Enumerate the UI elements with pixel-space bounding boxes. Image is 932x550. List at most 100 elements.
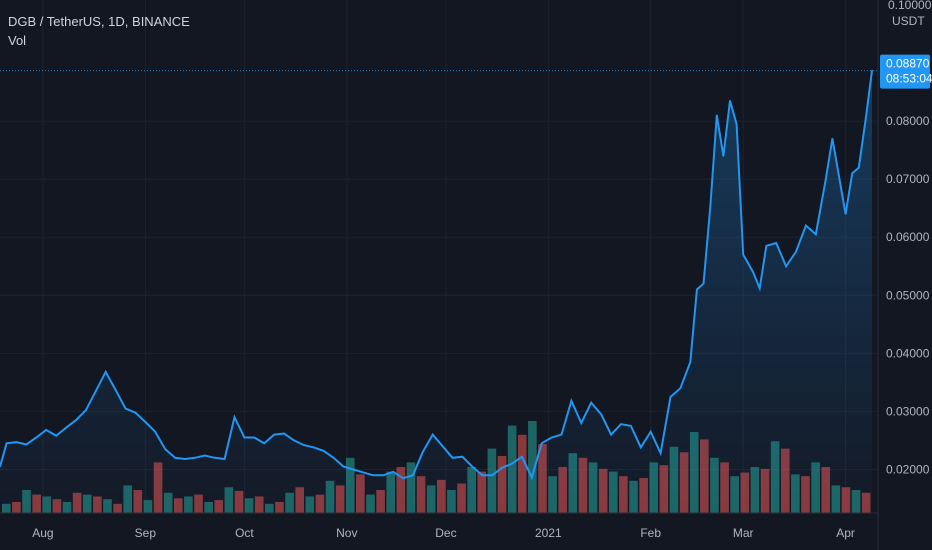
price-point-5 bbox=[45, 429, 48, 431]
price-point-21 bbox=[203, 454, 206, 457]
price-point-60 bbox=[590, 401, 593, 404]
last-price-countdown: 08:53:04 bbox=[886, 72, 932, 86]
price-point-54 bbox=[530, 476, 533, 479]
price-point-68 bbox=[669, 396, 672, 398]
price-tick-top: 0.10000 bbox=[888, 0, 932, 12]
price-point-13 bbox=[124, 407, 127, 410]
price-point-39 bbox=[382, 474, 384, 477]
price-point-43 bbox=[421, 451, 424, 453]
price-point-6 bbox=[55, 434, 57, 437]
price-tick-2: 0.06000 bbox=[886, 230, 930, 244]
price-axis-currency: USDT bbox=[892, 14, 925, 28]
last-price-tag-box bbox=[880, 54, 930, 89]
price-point-74 bbox=[715, 114, 718, 117]
price-point-14 bbox=[134, 411, 137, 414]
price-point-12 bbox=[114, 389, 117, 391]
price-point-87 bbox=[824, 178, 827, 180]
price-point-86 bbox=[815, 233, 817, 236]
price-tick-5: 0.03000 bbox=[886, 404, 930, 418]
price-point-3 bbox=[25, 443, 28, 446]
price-point-10 bbox=[94, 390, 97, 392]
price-point-44 bbox=[431, 433, 434, 436]
price-point-57 bbox=[560, 433, 563, 436]
price-point-63 bbox=[620, 423, 622, 425]
time-tick-5: 2021 bbox=[535, 526, 562, 540]
time-axis[interactable]: Aug Sep Oct Nov Dec 2021 Feb Mar Apr bbox=[0, 512, 878, 540]
price-point-71 bbox=[696, 288, 698, 291]
price-point-84 bbox=[795, 250, 797, 253]
price-point-20 bbox=[194, 457, 196, 459]
price-point-22 bbox=[213, 457, 216, 459]
price-point-41 bbox=[402, 477, 404, 479]
price-point-2 bbox=[15, 441, 18, 443]
price-tick-6: 0.02000 bbox=[886, 462, 930, 476]
chart-legend: DGB / TetherUS, 1D, BINANCE Vol bbox=[8, 12, 190, 50]
price-point-77 bbox=[735, 123, 738, 125]
price-point-28 bbox=[273, 433, 275, 436]
time-tick-8: Apr bbox=[836, 526, 855, 540]
price-point-80 bbox=[758, 287, 761, 290]
price-point-11 bbox=[104, 371, 107, 373]
price-point-36 bbox=[352, 468, 355, 471]
price-point-15 bbox=[144, 421, 147, 423]
price-point-75 bbox=[722, 155, 725, 157]
price-point-59 bbox=[580, 422, 583, 424]
price-point-35 bbox=[342, 465, 345, 468]
price-point-50 bbox=[491, 474, 493, 477]
price-point-91 bbox=[851, 172, 853, 175]
price-point-31 bbox=[303, 444, 305, 446]
price-point-45 bbox=[441, 445, 444, 448]
price-point-24 bbox=[233, 416, 236, 419]
price-point-0 bbox=[0, 465, 1, 468]
price-point-8 bbox=[75, 419, 77, 421]
price-point-23 bbox=[223, 458, 226, 460]
symbol-title[interactable]: DGB / TetherUS, 1D, BINANCE bbox=[8, 14, 190, 29]
price-point-62 bbox=[610, 433, 612, 436]
price-point-27 bbox=[263, 442, 266, 445]
price-point-81 bbox=[765, 245, 768, 247]
price-point-93 bbox=[864, 120, 867, 122]
price-point-70 bbox=[689, 361, 692, 363]
price-point-47 bbox=[461, 455, 464, 458]
price-point-83 bbox=[785, 265, 787, 268]
price-point-19 bbox=[184, 458, 186, 460]
price-point-94 bbox=[871, 69, 873, 72]
price-point-26 bbox=[253, 436, 256, 439]
price-point-82 bbox=[775, 242, 778, 244]
price-point-72 bbox=[702, 282, 705, 285]
price-point-79 bbox=[752, 271, 754, 273]
price-point-53 bbox=[521, 455, 523, 458]
price-point-46 bbox=[451, 457, 454, 459]
price-point-65 bbox=[639, 446, 642, 449]
price-point-33 bbox=[322, 450, 325, 452]
price-point-69 bbox=[679, 387, 682, 389]
price-point-56 bbox=[550, 436, 553, 439]
price-point-1 bbox=[5, 442, 8, 445]
price-tick-1: 0.07000 bbox=[886, 172, 930, 186]
price-point-51 bbox=[501, 466, 503, 469]
price-point-58 bbox=[570, 400, 573, 402]
price-point-52 bbox=[511, 462, 513, 465]
price-point-89 bbox=[838, 175, 840, 178]
price-point-29 bbox=[283, 432, 285, 435]
time-tick-1: Sep bbox=[135, 526, 157, 540]
price-point-16 bbox=[154, 430, 157, 433]
price-point-7 bbox=[65, 426, 67, 429]
price-point-9 bbox=[85, 409, 87, 412]
price-point-66 bbox=[649, 430, 652, 433]
price-point-64 bbox=[630, 425, 632, 427]
time-tick-6: Feb bbox=[640, 526, 661, 540]
price-tick-3: 0.05000 bbox=[886, 288, 930, 302]
price-tick-4: 0.04000 bbox=[886, 346, 930, 360]
price-points bbox=[0, 69, 873, 479]
volume-indicator-label[interactable]: Vol bbox=[8, 33, 27, 48]
price-point-30 bbox=[293, 439, 295, 442]
price-point-61 bbox=[600, 413, 602, 416]
price-point-76 bbox=[729, 99, 731, 102]
price-axis[interactable]: 0.10000 USDT 0.08000 0.07000 0.06000 0.05000 0… bbox=[877, 0, 932, 550]
time-tick-3: Nov bbox=[336, 526, 357, 540]
last-price-value: 0.08870 bbox=[886, 57, 930, 71]
price-point-92 bbox=[857, 166, 860, 169]
time-tick-0: Aug bbox=[32, 526, 53, 540]
